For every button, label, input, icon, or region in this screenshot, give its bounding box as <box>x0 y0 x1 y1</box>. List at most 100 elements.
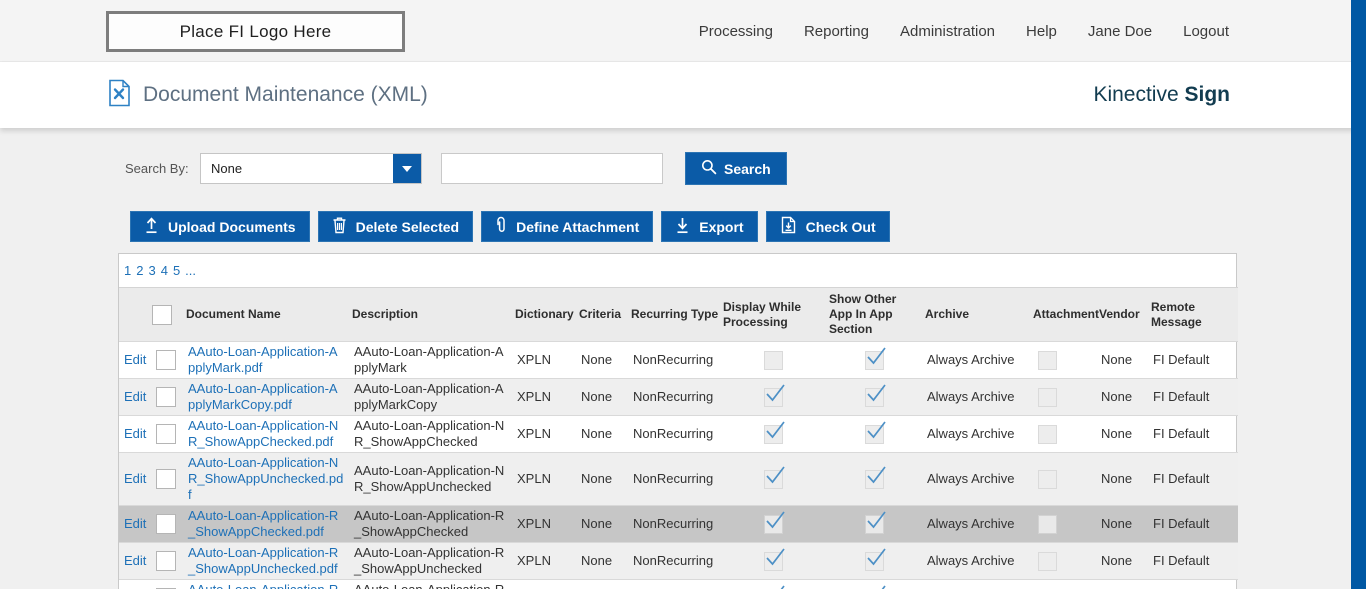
recurring-type-cell: NonRecurring <box>628 542 720 580</box>
table-row: Edit AAuto-Loan-Application-ApplyMarkCop… <box>119 378 1238 416</box>
define-attachment-button[interactable]: Define Attachment <box>481 211 654 242</box>
nav-item-processing[interactable]: Processing <box>698 22 773 40</box>
edit-link[interactable]: Edit <box>124 553 147 568</box>
remote-message-cell: FI Default <box>1148 415 1238 453</box>
display-while-processing-cell <box>720 452 826 506</box>
check-icon <box>866 383 886 401</box>
recurring-type-cell: NonRecurring <box>628 378 720 416</box>
fi-logo-placeholder-label: Place FI Logo Here <box>179 21 332 41</box>
search-section: Search By: None Search <box>125 152 1366 185</box>
recurring-type-cell: NonRecurring <box>628 452 720 506</box>
page-link[interactable]: 1 <box>124 263 132 278</box>
search-by-select[interactable]: None <box>200 153 422 184</box>
dropdown-arrow-button[interactable] <box>393 154 421 183</box>
check-icon <box>765 547 785 565</box>
dictionary-cell: XPLN <box>512 378 576 416</box>
vendor-cell: None <box>1096 415 1148 453</box>
page-link[interactable]: 2 <box>136 263 144 278</box>
brand-logo: Kinective Sign <box>1093 83 1230 107</box>
upload-documents-button[interactable]: Upload Documents <box>130 211 310 242</box>
row-select-checkbox[interactable] <box>156 551 176 571</box>
remote-message-cell: FI Default <box>1148 579 1238 589</box>
col-header-description: Description <box>349 287 512 342</box>
vendor-cell: None <box>1096 378 1148 416</box>
row-select-checkbox[interactable] <box>156 424 176 444</box>
col-header-select-all <box>149 287 183 342</box>
archive-cell: Always Archive <box>922 505 1030 543</box>
remote-message-cell: FI Default <box>1148 505 1238 543</box>
criteria-cell: None <box>576 505 628 543</box>
edit-link[interactable]: Edit <box>124 516 147 531</box>
document-name-link[interactable]: AAuto-Loan-Application-NR_ShowAppUncheck… <box>188 455 344 502</box>
search-input[interactable] <box>441 153 663 184</box>
document-xml-icon <box>108 79 131 112</box>
display-while-processing-checkbox <box>763 383 785 407</box>
search-by-selected-value: None <box>211 161 243 176</box>
page-title: Document Maintenance (XML) <box>143 83 428 106</box>
page-link[interactable]: 3 <box>148 263 156 278</box>
display-while-processing-checkbox <box>763 510 785 534</box>
delete-selected-button[interactable]: Delete Selected <box>317 211 474 242</box>
vendor-cell: None <box>1096 542 1148 580</box>
export-button[interactable]: Export <box>661 211 758 242</box>
show-other-app-cell <box>826 579 922 589</box>
col-header-dictionary: Dictionary <box>512 287 576 342</box>
show-other-app-cell <box>826 505 922 543</box>
attachment-checkbox <box>1038 387 1057 407</box>
dictionary-cell: XPLN <box>512 542 576 580</box>
display-while-processing-checkbox <box>763 420 785 444</box>
edit-link[interactable]: Edit <box>124 352 147 367</box>
show-other-app-cell <box>826 378 922 416</box>
vendor-cell: None <box>1096 341 1148 379</box>
vendor-cell: None <box>1096 505 1148 543</box>
check-icon <box>765 420 785 438</box>
title-bar: Document Maintenance (XML) Kinective Sig… <box>0 62 1366 128</box>
upload-documents-label: Upload Documents <box>168 218 296 235</box>
show-other-app-checkbox <box>864 420 886 444</box>
col-header-criteria: Criteria <box>576 287 628 342</box>
page-link[interactable]: 4 <box>160 263 168 278</box>
col-header-attachment: Attachment <box>1030 287 1099 342</box>
check-icon <box>866 547 886 565</box>
attachment-checkbox <box>1038 350 1057 370</box>
nav-item-user[interactable]: Jane Doe <box>1087 22 1153 40</box>
col-header-vendor: Vendor <box>1096 287 1148 342</box>
search-button-label: Search <box>724 160 771 177</box>
document-name-link[interactable]: AAuto-Loan-Application-R_ShowAppChecked.… <box>188 508 339 539</box>
row-select-checkbox[interactable] <box>156 469 176 489</box>
dictionary-cell: XPLN <box>512 452 576 506</box>
document-name-link[interactable]: AAuto-Loan-Application-ApplyMark.pdf <box>188 344 338 375</box>
nav-item-logout[interactable]: Logout <box>1183 22 1229 40</box>
edit-link[interactable]: Edit <box>124 389 147 404</box>
criteria-cell: None <box>576 378 628 416</box>
edit-link[interactable]: Edit <box>124 471 147 486</box>
attachment-cell <box>1030 341 1096 379</box>
document-name-link[interactable]: AAuto-Loan-Application-RS-AFD731-test.pd… <box>188 582 338 589</box>
page-link[interactable]: ... <box>185 263 197 278</box>
dictionary-cell: XPLN <box>512 415 576 453</box>
nav-item-help[interactable]: Help <box>1026 22 1057 40</box>
col-header-display-while-processing: Display While Processing <box>720 287 826 342</box>
recurring-type-cell: NonRecurring <box>628 579 720 589</box>
page-link[interactable]: 5 <box>172 263 181 278</box>
edit-link[interactable]: Edit <box>124 426 147 441</box>
display-while-processing-checkbox <box>763 465 785 489</box>
row-select-checkbox[interactable] <box>156 350 176 370</box>
document-name-link[interactable]: AAuto-Loan-Application-NR_ShowAppChecked… <box>188 418 339 449</box>
table-row: Edit AAuto-Loan-Application-NR_ShowAppCh… <box>119 415 1238 453</box>
recurring-type-cell: NonRecurring <box>628 415 720 453</box>
row-select-checkbox[interactable] <box>156 514 176 534</box>
attachment-checkbox <box>1038 551 1057 571</box>
check-out-button[interactable]: Check Out <box>765 211 890 242</box>
row-select-checkbox[interactable] <box>156 387 176 407</box>
paperclip-icon <box>495 216 507 237</box>
document-name-link[interactable]: AAuto-Loan-Application-ApplyMarkCopy.pdf <box>188 381 338 412</box>
document-name-link[interactable]: AAuto-Loan-Application-R_ShowAppUnchecke… <box>188 545 339 576</box>
col-header-recurring-type: Recurring Type <box>628 287 720 342</box>
select-all-checkbox[interactable] <box>152 304 172 325</box>
nav-item-reporting[interactable]: Reporting <box>803 22 869 40</box>
criteria-cell: None <box>576 341 628 379</box>
search-button[interactable]: Search <box>685 152 787 185</box>
show-other-app-cell <box>826 452 922 506</box>
nav-item-administration[interactable]: Administration <box>899 22 996 40</box>
